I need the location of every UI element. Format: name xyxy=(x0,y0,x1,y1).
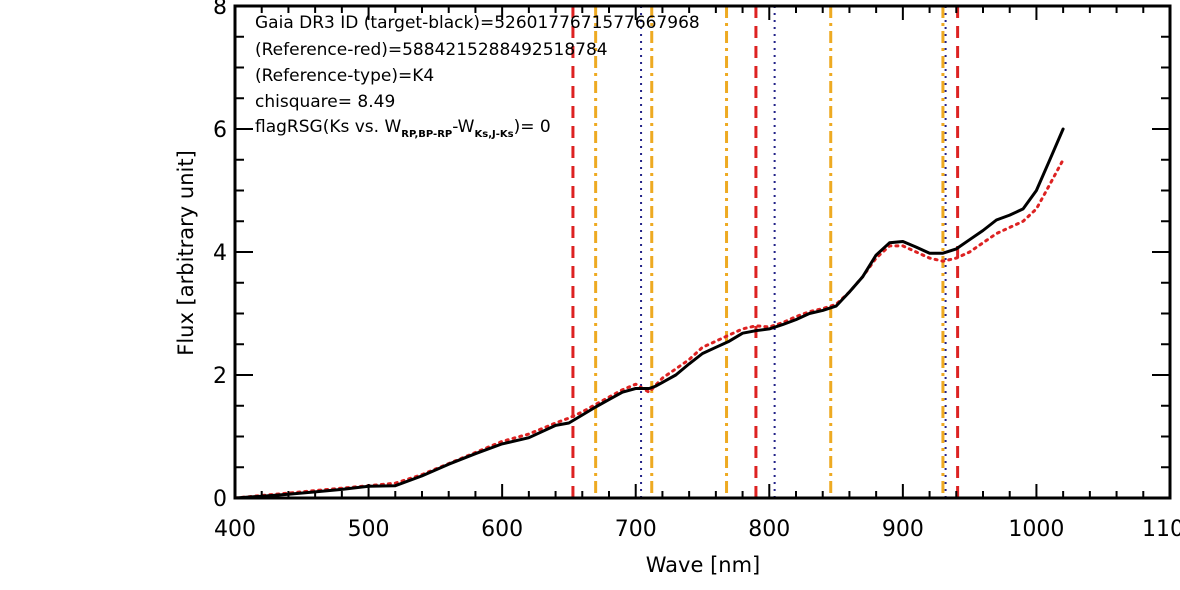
annotation-gaia-id: Gaia DR3 ID (target-black)=5260177671577… xyxy=(255,13,700,33)
x-tick-label: 900 xyxy=(882,517,924,542)
annotation-reference-type: (Reference-type)=K4 xyxy=(255,66,434,86)
x-axis-label: Wave [nm] xyxy=(646,553,760,577)
vertical-lines xyxy=(571,6,960,498)
flag-suffix: )= 0 xyxy=(514,117,551,137)
series-reference-line xyxy=(233,158,1065,500)
x-tick-label: 400 xyxy=(214,517,256,542)
series-lines xyxy=(233,127,1065,500)
y-tick-label: 8 xyxy=(213,0,227,20)
annotation-block: Gaia DR3 ID (target-black)=5260177671577… xyxy=(255,13,700,140)
y-tick-label: 4 xyxy=(213,241,227,266)
annotation-chisquare: chisquare= 8.49 xyxy=(255,92,395,112)
x-tick-label: 500 xyxy=(348,517,390,542)
y-axis-label: Flux [arbitrary unit] xyxy=(174,150,198,356)
series-target-line xyxy=(233,127,1065,500)
x-tick-label: 800 xyxy=(748,517,790,542)
x-tick-label: 700 xyxy=(615,517,657,542)
flag-sub2: Ks,J-Ks xyxy=(475,129,514,140)
y-tick-label: 2 xyxy=(213,364,227,389)
y-tick-label: 6 xyxy=(213,118,227,143)
plot-frame xyxy=(233,4,1172,500)
flag-sub1: RP,BP-RP xyxy=(401,129,452,140)
flag-mid: -W xyxy=(452,117,474,137)
annotation-flag-rsg: flagRSG(Ks vs. WRP,BP-RP-WKs,J-Ks)= 0 xyxy=(255,117,551,140)
annotation-reference-id: (Reference-red)=5884215288492518784 xyxy=(255,40,608,60)
y-tick-label: 0 xyxy=(213,487,227,512)
x-tick-label: 600 xyxy=(481,517,523,542)
x-tick-label: 1000 xyxy=(1008,517,1064,542)
flag-prefix: flagRSG(Ks vs. W xyxy=(255,117,401,137)
